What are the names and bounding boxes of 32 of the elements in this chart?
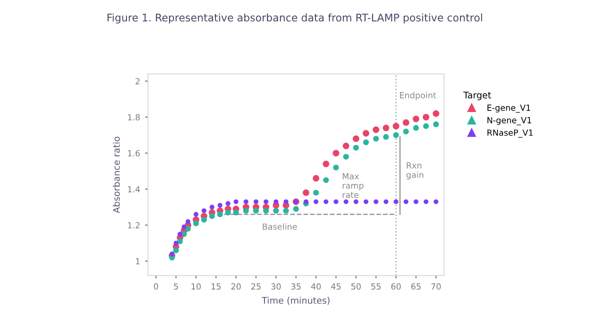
y-tick-label: 1 [136, 258, 140, 264]
x-tick-label: 60 [391, 283, 401, 290]
annotation: Rxn gain [406, 162, 424, 180]
x-tick-label: 30 [271, 283, 281, 290]
chart-title: Figure 1. Representative absorbance data from RT-LAMP positive control [108, 13, 482, 24]
y-axis-title: Absorbance ratio [112, 136, 120, 214]
ref-line-label: Endpoint [400, 92, 436, 100]
x-tick-label: 10 [192, 283, 201, 290]
legend-title: Target [463, 92, 492, 100]
x-tick-label: 35 [291, 283, 301, 290]
x-tick-label: 40 [311, 283, 321, 290]
y-tick-label: 1.6 [128, 150, 140, 156]
legend-label: N-gene_V1 [487, 117, 532, 126]
annotation: Baseline [262, 223, 297, 230]
x-tick-label: 15 [212, 283, 221, 290]
y-tick-label: 1.2 [128, 222, 140, 228]
x-tick-label: 70 [431, 283, 441, 290]
x-tick-label: 5 [174, 283, 178, 290]
x-tick-label: 0 [154, 283, 158, 290]
x-tick-label: 45 [331, 283, 341, 290]
x-axis-title: Time (minutes) [262, 296, 330, 305]
x-tick-label: 25 [251, 283, 261, 290]
x-tick-label: 65 [411, 283, 421, 290]
annotation: Max ramp rate [342, 173, 364, 198]
x-tick-label: 20 [231, 283, 241, 290]
legend-label: RNaseP_V1 [487, 130, 533, 138]
y-tick-label: 1.4 [128, 186, 140, 192]
y-tick-label: 2 [136, 78, 140, 84]
x-tick-label: 55 [371, 283, 381, 290]
legend-label: E-gene_V1 [487, 104, 530, 113]
x-tick-label: 50 [351, 283, 361, 290]
y-tick-label: 1.8 [128, 114, 140, 120]
